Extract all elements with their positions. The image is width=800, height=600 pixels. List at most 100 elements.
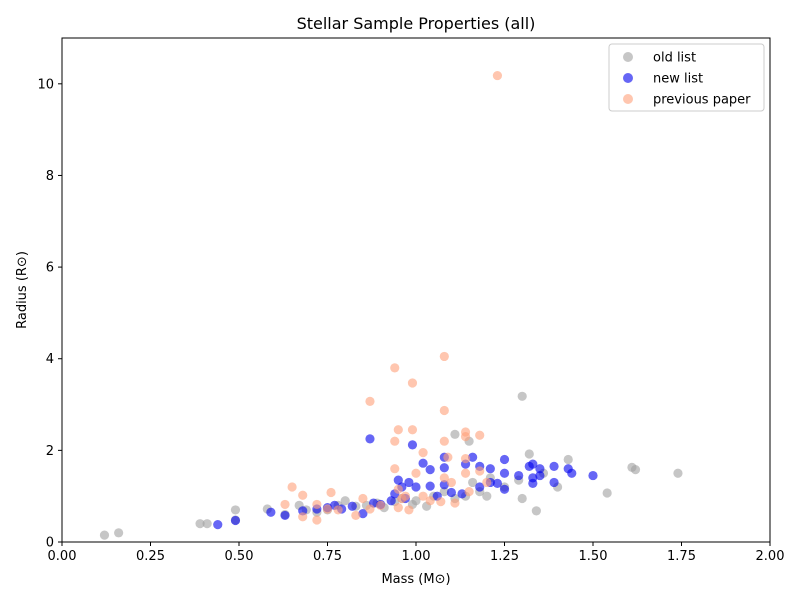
- data-point-new-list: [407, 440, 418, 450]
- data-point-previous-paper: [439, 351, 449, 362]
- x-axis-ticks: 0.00 0.25 0.50 0.75 1.00 1.25 1.50 1.75 2.00: [48, 542, 785, 564]
- x-tick-label: 0.50: [225, 549, 254, 564]
- data-point-previous-paper: [312, 515, 322, 525]
- x-tick-label: 1.50: [579, 549, 608, 564]
- data-point-old-list: [563, 454, 573, 465]
- data-point-new-list: [528, 478, 538, 488]
- data-point-new-list: [358, 508, 368, 519]
- data-point-previous-paper: [393, 425, 403, 435]
- data-point-old-list: [673, 468, 683, 478]
- data-point-previous-paper: [439, 436, 449, 446]
- data-point-old-list: [195, 519, 205, 529]
- data-point-old-list: [531, 506, 541, 516]
- data-point-previous-paper: [418, 448, 428, 458]
- data-point-previous-paper: [287, 482, 297, 492]
- data-point-previous-paper: [450, 498, 460, 508]
- legend-box: [608, 43, 765, 112]
- legend-marker-previous-paper: [623, 94, 633, 104]
- data-point-new-list: [485, 464, 495, 474]
- data-point-new-list: [549, 477, 559, 488]
- data-point-previous-paper: [326, 487, 336, 498]
- data-point-new-list: [549, 461, 559, 471]
- data-point-previous-paper: [460, 454, 471, 464]
- data-point-previous-paper: [492, 70, 503, 81]
- data-point-previous-paper: [439, 473, 449, 483]
- data-point-old-list: [114, 528, 124, 538]
- data-point-previous-paper: [376, 500, 386, 510]
- data-point-previous-paper: [475, 430, 485, 440]
- data-point-new-list: [266, 507, 276, 517]
- data-point-new-list: [347, 501, 357, 511]
- legend-marker-new-list: [623, 73, 633, 83]
- data-point-previous-paper: [436, 497, 446, 507]
- data-point-previous-paper: [446, 477, 456, 488]
- y-tick-label: 0: [46, 536, 54, 551]
- x-tick-label: 0.25: [136, 549, 165, 564]
- data-point-old-list: [202, 519, 212, 529]
- data-point-new-list: [446, 487, 456, 498]
- data-point-old-list: [517, 493, 527, 504]
- data-point-previous-paper: [418, 491, 428, 501]
- data-point-previous-paper: [390, 363, 400, 373]
- points-layer: [99, 70, 683, 540]
- data-point-previous-paper: [443, 452, 453, 462]
- data-point-new-list: [230, 515, 241, 526]
- data-point-previous-paper: [280, 499, 290, 510]
- data-point-new-list: [386, 496, 396, 506]
- data-point-previous-paper: [464, 487, 474, 497]
- x-tick-label: 1.00: [402, 549, 431, 564]
- x-tick-label: 1.75: [667, 549, 696, 564]
- data-point-previous-paper: [390, 464, 400, 474]
- x-axis-label: Mass (M⊙): [381, 572, 450, 587]
- x-tick-label: 0.00: [48, 549, 77, 564]
- data-point-previous-paper: [400, 491, 410, 501]
- y-axis-ticks: 0 2 4 6 8 10: [37, 77, 62, 551]
- data-point-previous-paper: [475, 466, 485, 476]
- data-point-previous-paper: [312, 499, 322, 510]
- legend: old list new list previous paper: [608, 43, 765, 112]
- y-tick-label: 2: [46, 444, 54, 459]
- data-point-previous-paper: [365, 504, 375, 514]
- data-point-new-list: [567, 468, 577, 478]
- data-point-old-list: [340, 496, 350, 506]
- data-point-new-list: [468, 452, 478, 462]
- data-point-old-list: [517, 391, 527, 401]
- x-tick-label: 2.00: [756, 549, 785, 564]
- data-point-previous-paper: [298, 512, 308, 522]
- data-point-previous-paper: [333, 505, 343, 515]
- data-point-new-list: [439, 480, 449, 490]
- legend-label-old-list: old list: [653, 51, 696, 66]
- data-point-new-list: [499, 468, 510, 478]
- data-point-new-list: [535, 464, 545, 474]
- data-point-new-list: [411, 482, 421, 492]
- data-point-old-list: [482, 491, 492, 501]
- data-point-previous-paper: [460, 468, 471, 478]
- data-point-new-list: [393, 475, 403, 485]
- data-point-previous-paper: [393, 484, 403, 494]
- data-point-previous-paper: [393, 503, 403, 513]
- data-point-previous-paper: [407, 378, 418, 388]
- data-point-new-list: [404, 477, 414, 488]
- data-point-previous-paper: [365, 396, 375, 406]
- data-point-previous-paper: [460, 432, 471, 442]
- data-point-new-list: [588, 470, 598, 481]
- data-point-new-list: [475, 482, 485, 492]
- data-point-new-list: [499, 484, 510, 494]
- legend-label-previous-paper: previous paper: [653, 93, 751, 108]
- data-point-new-list: [439, 463, 449, 473]
- data-point-old-list: [630, 465, 641, 475]
- data-point-old-list: [230, 505, 241, 515]
- data-point-old-list: [99, 530, 110, 540]
- data-point-old-list: [524, 449, 534, 459]
- legend-label-new-list: new list: [653, 72, 703, 87]
- chart-title: Stellar Sample Properties (all): [297, 14, 536, 33]
- data-point-previous-paper: [407, 425, 418, 435]
- data-point-previous-paper: [351, 510, 361, 521]
- data-point-old-list: [439, 487, 449, 497]
- y-tick-label: 10: [37, 77, 54, 92]
- data-point-previous-paper: [390, 436, 400, 446]
- data-point-new-list: [425, 465, 435, 475]
- y-axis-label: Radius (R⊙): [15, 251, 30, 329]
- legend-marker-old-list: [623, 52, 633, 62]
